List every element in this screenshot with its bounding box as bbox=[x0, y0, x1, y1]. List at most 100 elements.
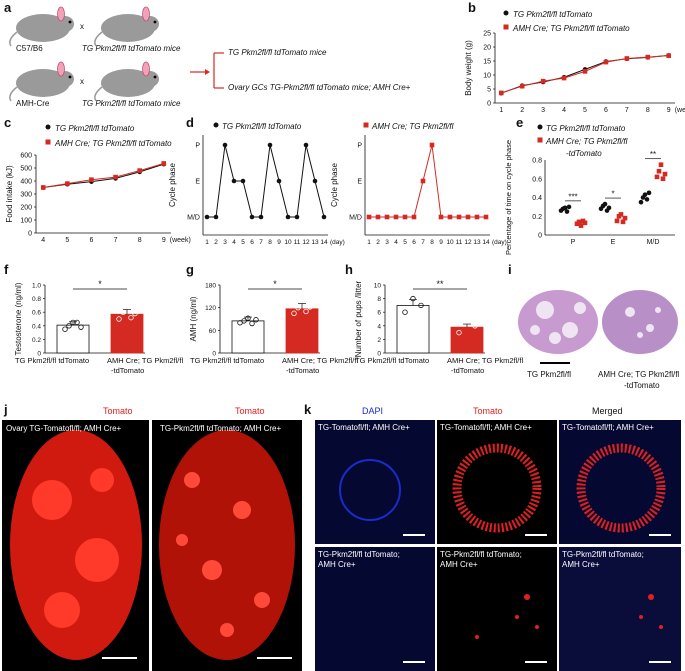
chart-b-xtick-label: 2 bbox=[520, 107, 524, 114]
legend-marker-knockout bbox=[45, 139, 51, 145]
chart-d-control-point bbox=[249, 214, 255, 220]
panel-letter-j: j bbox=[4, 402, 8, 417]
chart-d-control-point bbox=[204, 214, 210, 220]
chart-e-ytick-label: 0.2 bbox=[532, 214, 542, 221]
chart-c-xtick-label: 8 bbox=[138, 237, 142, 244]
chart-g-ytick-label: 120 bbox=[205, 305, 216, 312]
chart-b-ytick-label: 25 bbox=[483, 31, 491, 38]
chart-b-ytick-label: 5 bbox=[487, 87, 491, 94]
chart-d-knockout-point bbox=[456, 214, 462, 220]
chart-d-knockout-xtick-label: 6 bbox=[412, 239, 416, 246]
k-merged-row2 bbox=[559, 547, 681, 671]
chart-d-knockout-point bbox=[375, 214, 381, 220]
chart-b-ytick-label: 10 bbox=[483, 73, 491, 80]
chart-d-knockout-ylabel: Cycle phase bbox=[330, 162, 339, 207]
k-row2-label-b3: AMH Cre+ bbox=[562, 560, 600, 569]
chart-f-ytick-label: 0.8 bbox=[32, 296, 41, 303]
legend-marker-control bbox=[45, 124, 51, 130]
chart-f-xcat-label: AMH Cre; TG Pkm2fl/fl bbox=[107, 356, 183, 365]
chart-d-knockout-point bbox=[465, 214, 471, 220]
chart-d-knockout-point bbox=[474, 214, 480, 220]
chart-d-knockout-point bbox=[366, 214, 372, 220]
j-image-knockout bbox=[152, 420, 302, 671]
chart-c-point bbox=[65, 181, 70, 186]
chart-d-control-xtick-label: 11 bbox=[294, 239, 301, 246]
chart-f-data-point bbox=[128, 314, 134, 321]
chart-d-control-xtick-label: 13 bbox=[311, 239, 319, 246]
chart-e-point bbox=[614, 218, 620, 224]
chart-g-data-point bbox=[241, 318, 247, 324]
j-label-control: Ovary TG-Tomatofl/fl; AMH Cre+ bbox=[6, 424, 122, 433]
chart-c-point bbox=[89, 177, 94, 182]
legend-b-knockout: AMH Cre; TG Pkm2fl/fl tdTomato bbox=[513, 24, 630, 33]
chart-f-ytick-label: 1.0 bbox=[32, 283, 41, 290]
chart-f-ytick-label: 0.2 bbox=[32, 337, 41, 344]
chart-b-ylabel: Body weight (g) bbox=[464, 40, 473, 96]
chart-e-point bbox=[654, 174, 660, 180]
j-channel-title-1: Tomato bbox=[103, 406, 133, 416]
chart-e-point bbox=[618, 212, 624, 217]
j-channel-title-2: Tomato bbox=[235, 406, 265, 416]
chart-d-knockout-xtick-label: 11 bbox=[456, 239, 463, 246]
legend-b-control: TG Pkm2fl/fl tdTomato bbox=[513, 10, 593, 19]
chart-f-xcat-label: TG Pkm2fl/fl tdTomato bbox=[15, 356, 89, 365]
chart-h-ytick-label: 10 bbox=[374, 283, 382, 290]
chart-d-knockout-point bbox=[411, 214, 417, 220]
chart-f-ylabel: Testosterone (ng/ml) bbox=[14, 282, 23, 355]
chart-d-knockout-point bbox=[420, 178, 426, 184]
chart-g-sig-label: * bbox=[273, 279, 277, 289]
chart-d-knockout-xtick-label: 12 bbox=[464, 239, 472, 246]
chart-f-ytick-label: 0 bbox=[37, 351, 41, 358]
chart-b-xtick-label: 1 bbox=[499, 107, 503, 114]
chart-f-bar bbox=[56, 324, 90, 354]
chart-b-xtick-label: 6 bbox=[604, 107, 608, 114]
chart-d-control-point bbox=[213, 214, 219, 220]
chart-c-ytick-label: 200 bbox=[20, 205, 32, 212]
k-col-tomato: Tomato bbox=[473, 406, 503, 416]
chart-c-xtick-label: 9 bbox=[162, 237, 166, 244]
chart-g-data-point bbox=[295, 304, 301, 311]
chart-e-point bbox=[562, 205, 568, 211]
k-merged-row1 bbox=[559, 420, 681, 544]
chart-e-sig-label: *** bbox=[568, 192, 577, 201]
k-row2-label-b2: AMH Cre+ bbox=[440, 560, 478, 569]
chart-g-ylabel: AMH (ng/ml) bbox=[189, 296, 198, 341]
panel-letter-a: a bbox=[4, 0, 12, 15]
chart-h-bar bbox=[396, 304, 430, 354]
chart-h-data-point bbox=[456, 329, 462, 336]
chart-c-ylabel: Food intake (kJ) bbox=[5, 165, 14, 223]
chart-h-data-point bbox=[418, 302, 424, 309]
chart-d-knockout-ytick-label: E bbox=[357, 179, 362, 186]
chart-h-xcat-label-2: -tdTomato bbox=[451, 366, 484, 375]
chart-d-control-ytick-label: P bbox=[195, 143, 200, 150]
chart-e-ytick-label: 0.4 bbox=[532, 195, 542, 202]
chart-g-bar bbox=[285, 308, 319, 354]
k-col-dapi: DAPI bbox=[362, 406, 384, 416]
i-label-knockout: AMH Cre; TG Pkm2fl/fl bbox=[598, 370, 680, 379]
chart-f-data-point bbox=[66, 323, 72, 329]
chart-c-xtick-label: 5 bbox=[65, 237, 69, 244]
chart-c-xtick-label: 7 bbox=[114, 237, 118, 244]
chart-f-data-point bbox=[116, 316, 122, 322]
chart-c-xtick-label: 4 bbox=[41, 237, 45, 244]
chart-h-sig-label: ** bbox=[436, 279, 444, 289]
chart-d-knockout-xtick-label: 13 bbox=[473, 239, 481, 246]
chart-d-control-xtick-label: 14 bbox=[320, 239, 328, 246]
chart-d-control-xtick-label: 6 bbox=[250, 239, 254, 246]
chart-d-knockout-xtick-label: 10 bbox=[446, 239, 454, 246]
chart-d-control-xtick-label: 4 bbox=[232, 239, 236, 246]
chart-b-xtick-label: 7 bbox=[625, 107, 629, 114]
chart-b-point bbox=[561, 75, 567, 81]
chart-d-control-xtick-label: 1 bbox=[205, 239, 209, 246]
chart-g-data-point bbox=[249, 320, 255, 327]
i-label-control: TG Pkm2fl/fl bbox=[527, 370, 572, 379]
legend-marker-knockout bbox=[537, 137, 543, 143]
chart-b-xtick-label: 5 bbox=[583, 107, 587, 114]
legend-marker-control bbox=[537, 124, 543, 130]
cross-symbol: x bbox=[80, 22, 84, 31]
chart-e-point bbox=[638, 199, 644, 205]
legend-marker-control bbox=[503, 10, 509, 16]
chart-h-ytick-label: 4 bbox=[377, 323, 381, 330]
chart-h-ylabel: Number of pups /litter bbox=[354, 280, 363, 357]
